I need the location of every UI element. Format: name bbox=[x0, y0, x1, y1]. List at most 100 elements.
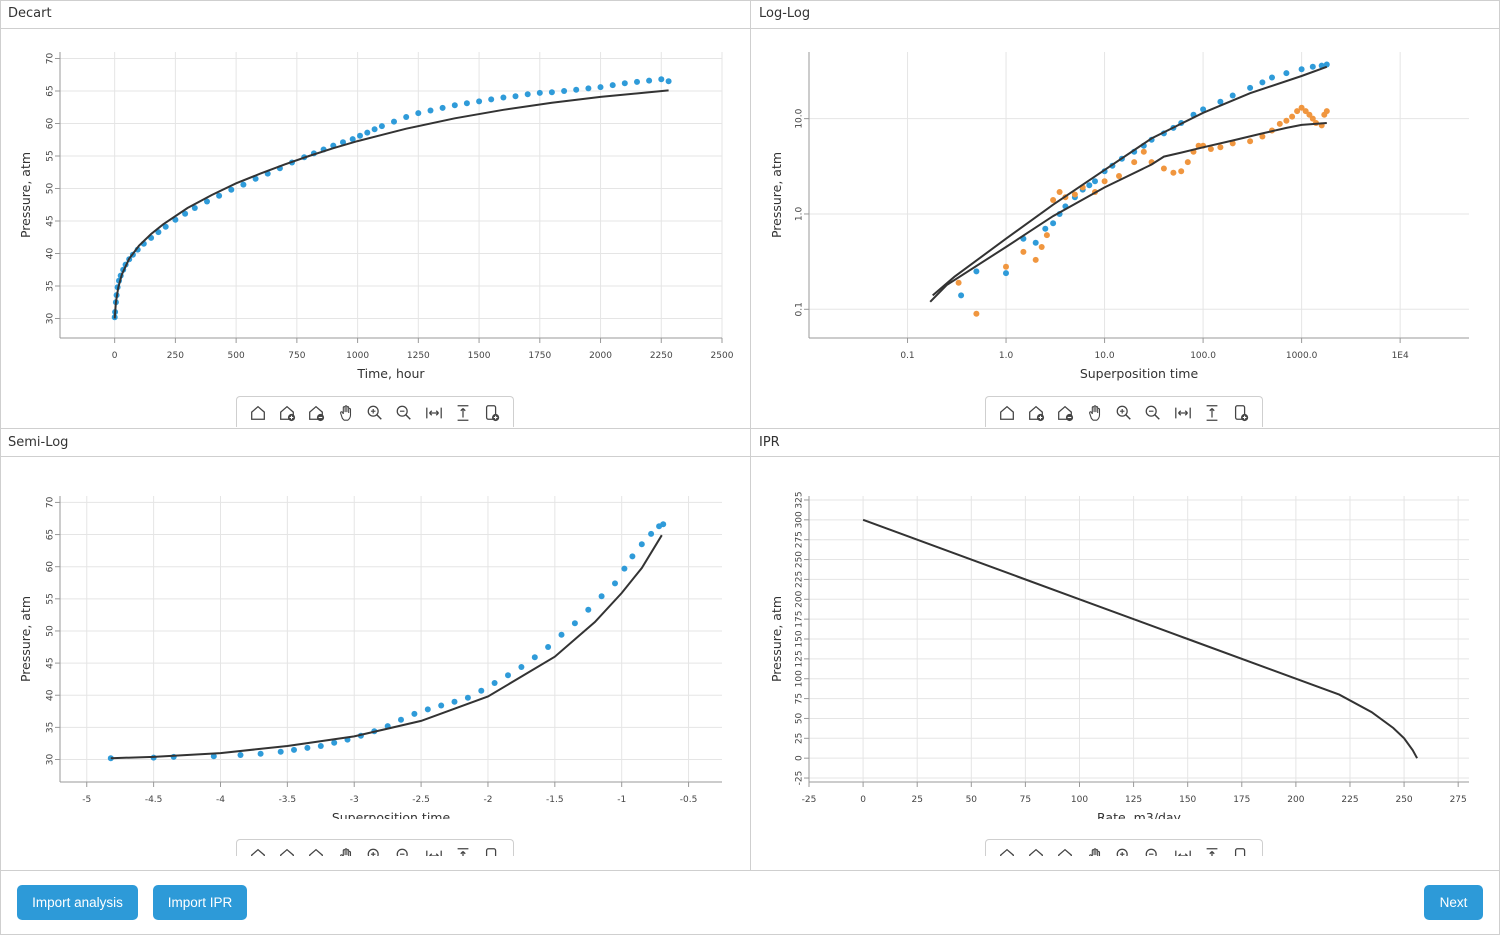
data-point bbox=[252, 175, 259, 182]
pan-hand-icon[interactable] bbox=[335, 845, 357, 856]
fit-horizontal-icon[interactable] bbox=[1172, 402, 1194, 424]
pan-hand-icon[interactable] bbox=[1084, 402, 1106, 424]
data-point bbox=[1043, 232, 1050, 239]
y-tick-label: 60 bbox=[46, 561, 56, 573]
home-add-icon[interactable] bbox=[1025, 402, 1047, 424]
home-icon[interactable] bbox=[996, 845, 1018, 856]
panel-column-divider bbox=[750, 0, 751, 870]
x-tick-label: -2 bbox=[483, 795, 492, 805]
data-point bbox=[398, 716, 404, 723]
home-remove-icon[interactable] bbox=[305, 402, 327, 424]
x-tick-label: 75 bbox=[1020, 795, 1031, 805]
fit-horizontal-icon[interactable] bbox=[423, 402, 445, 424]
data-point bbox=[476, 98, 483, 105]
data-point bbox=[427, 107, 434, 114]
data-point bbox=[478, 687, 485, 694]
fit-horizontal-icon[interactable] bbox=[1172, 845, 1194, 856]
data-point bbox=[1101, 178, 1108, 185]
fit-horizontal-icon[interactable] bbox=[423, 845, 445, 856]
export-icon[interactable] bbox=[1230, 402, 1252, 424]
data-point bbox=[162, 223, 169, 230]
x-tick-label: 1000.0 bbox=[1286, 351, 1318, 361]
data-point bbox=[1086, 182, 1093, 189]
data-point bbox=[1170, 169, 1177, 176]
data-point bbox=[1116, 173, 1122, 179]
x-tick-label: 25 bbox=[911, 795, 922, 805]
panel-log-log: Log-Log 0.1 1.0 10.0 100.0 1000.0 1E4 0.1 1.0 10… bbox=[751, 0, 1500, 427]
chart-toolbar bbox=[236, 839, 514, 856]
x-tick-label: 200 bbox=[1287, 795, 1304, 805]
export-icon[interactable] bbox=[481, 402, 503, 424]
x-tick-label: -2.5 bbox=[412, 795, 430, 805]
x-tick-label: -4.5 bbox=[145, 795, 163, 805]
pan-hand-icon[interactable] bbox=[1084, 845, 1106, 856]
chart-toolbar bbox=[985, 839, 1263, 856]
data-point bbox=[512, 93, 519, 100]
data-point bbox=[357, 132, 363, 139]
home-icon[interactable] bbox=[996, 402, 1018, 424]
home-add-icon[interactable] bbox=[1025, 845, 1047, 856]
y-tick-label: 300 bbox=[795, 511, 805, 528]
y-tick-label: 200 bbox=[795, 590, 805, 607]
y-axis-label: Pressure, atm bbox=[18, 596, 33, 682]
semi-log-chart[interactable]: -5 -4.5 -4 -3.5 -3 -2.5 -2 -1.5 -1 -0.5 30 35 40 45 50… bbox=[0, 459, 749, 819]
x-tick-label: 1000 bbox=[346, 351, 369, 361]
fit-vertical-icon[interactable] bbox=[452, 402, 474, 424]
data-point bbox=[1276, 120, 1283, 127]
home-remove-icon[interactable] bbox=[305, 845, 327, 856]
panel-ipr: IPR -25 0 25 50 75 100 125 150 175 200 225 250 275 -2… bbox=[751, 429, 1500, 856]
data-point bbox=[1309, 63, 1316, 70]
data-point bbox=[349, 136, 356, 143]
data-point bbox=[609, 82, 616, 89]
import-ipr-button[interactable]: Import IPR bbox=[153, 885, 247, 920]
zoom-out-icon[interactable] bbox=[393, 402, 415, 424]
fit-vertical-icon[interactable] bbox=[1201, 402, 1223, 424]
panel-title: Decart bbox=[8, 6, 52, 21]
data-point bbox=[257, 750, 264, 757]
data-point bbox=[1038, 244, 1045, 250]
zoom-in-icon[interactable] bbox=[364, 845, 386, 856]
home-add-icon[interactable] bbox=[276, 402, 298, 424]
x-tick-label: 1.0 bbox=[999, 351, 1014, 361]
zoom-in-icon[interactable] bbox=[1113, 402, 1135, 424]
home-add-icon[interactable] bbox=[276, 845, 298, 856]
x-axis-label: Time, hour bbox=[356, 366, 425, 381]
fit-vertical-icon[interactable] bbox=[452, 845, 474, 856]
decart-chart[interactable]: 0 250 500 750 1000 1250 1500 1750 2000 2250 2500 30… bbox=[0, 30, 749, 390]
zoom-out-icon[interactable] bbox=[393, 845, 415, 856]
model-line bbox=[862, 518, 1418, 759]
next-button[interactable]: Next bbox=[1424, 885, 1483, 920]
x-tick-label: -5 bbox=[82, 795, 91, 805]
zoom-in-icon[interactable] bbox=[364, 402, 386, 424]
data-point bbox=[1032, 256, 1039, 263]
ipr-chart[interactable]: -25 0 25 50 75 100 125 150 175 200 225 250 275 -25 0 25… bbox=[751, 459, 1500, 819]
home-icon[interactable] bbox=[247, 845, 269, 856]
import-analysis-button[interactable]: Import analysis bbox=[17, 885, 138, 920]
data-point bbox=[491, 680, 498, 686]
home-remove-icon[interactable] bbox=[1054, 845, 1076, 856]
log-log-chart[interactable]: 0.1 1.0 10.0 100.0 1000.0 1E4 0.1 1.0 10.0 Superp… bbox=[751, 30, 1500, 390]
x-tick-label: 0.1 bbox=[900, 351, 914, 361]
data-point bbox=[1003, 263, 1009, 270]
data-point bbox=[1184, 159, 1191, 166]
home-remove-icon[interactable] bbox=[1054, 402, 1076, 424]
x-tick-label: 1750 bbox=[528, 351, 551, 361]
data-point bbox=[1160, 165, 1167, 172]
data-point bbox=[1283, 117, 1290, 124]
fit-vertical-icon[interactable] bbox=[1201, 845, 1223, 856]
zoom-in-icon[interactable] bbox=[1113, 845, 1135, 856]
x-tick-label: 0 bbox=[860, 795, 866, 805]
x-tick-label: 2250 bbox=[650, 351, 673, 361]
pan-hand-icon[interactable] bbox=[335, 402, 357, 424]
panel-title: Log-Log bbox=[759, 6, 811, 21]
data-point bbox=[545, 644, 552, 650]
zoom-out-icon[interactable] bbox=[1142, 845, 1164, 856]
data-point bbox=[1323, 61, 1330, 68]
y-tick-label: 225 bbox=[795, 571, 805, 588]
home-icon[interactable] bbox=[247, 402, 269, 424]
zoom-out-icon[interactable] bbox=[1142, 402, 1164, 424]
x-tick-label: 275 bbox=[1450, 795, 1467, 805]
export-icon[interactable] bbox=[1230, 845, 1252, 856]
y-tick-label: 325 bbox=[795, 491, 805, 508]
export-icon[interactable] bbox=[481, 845, 503, 856]
